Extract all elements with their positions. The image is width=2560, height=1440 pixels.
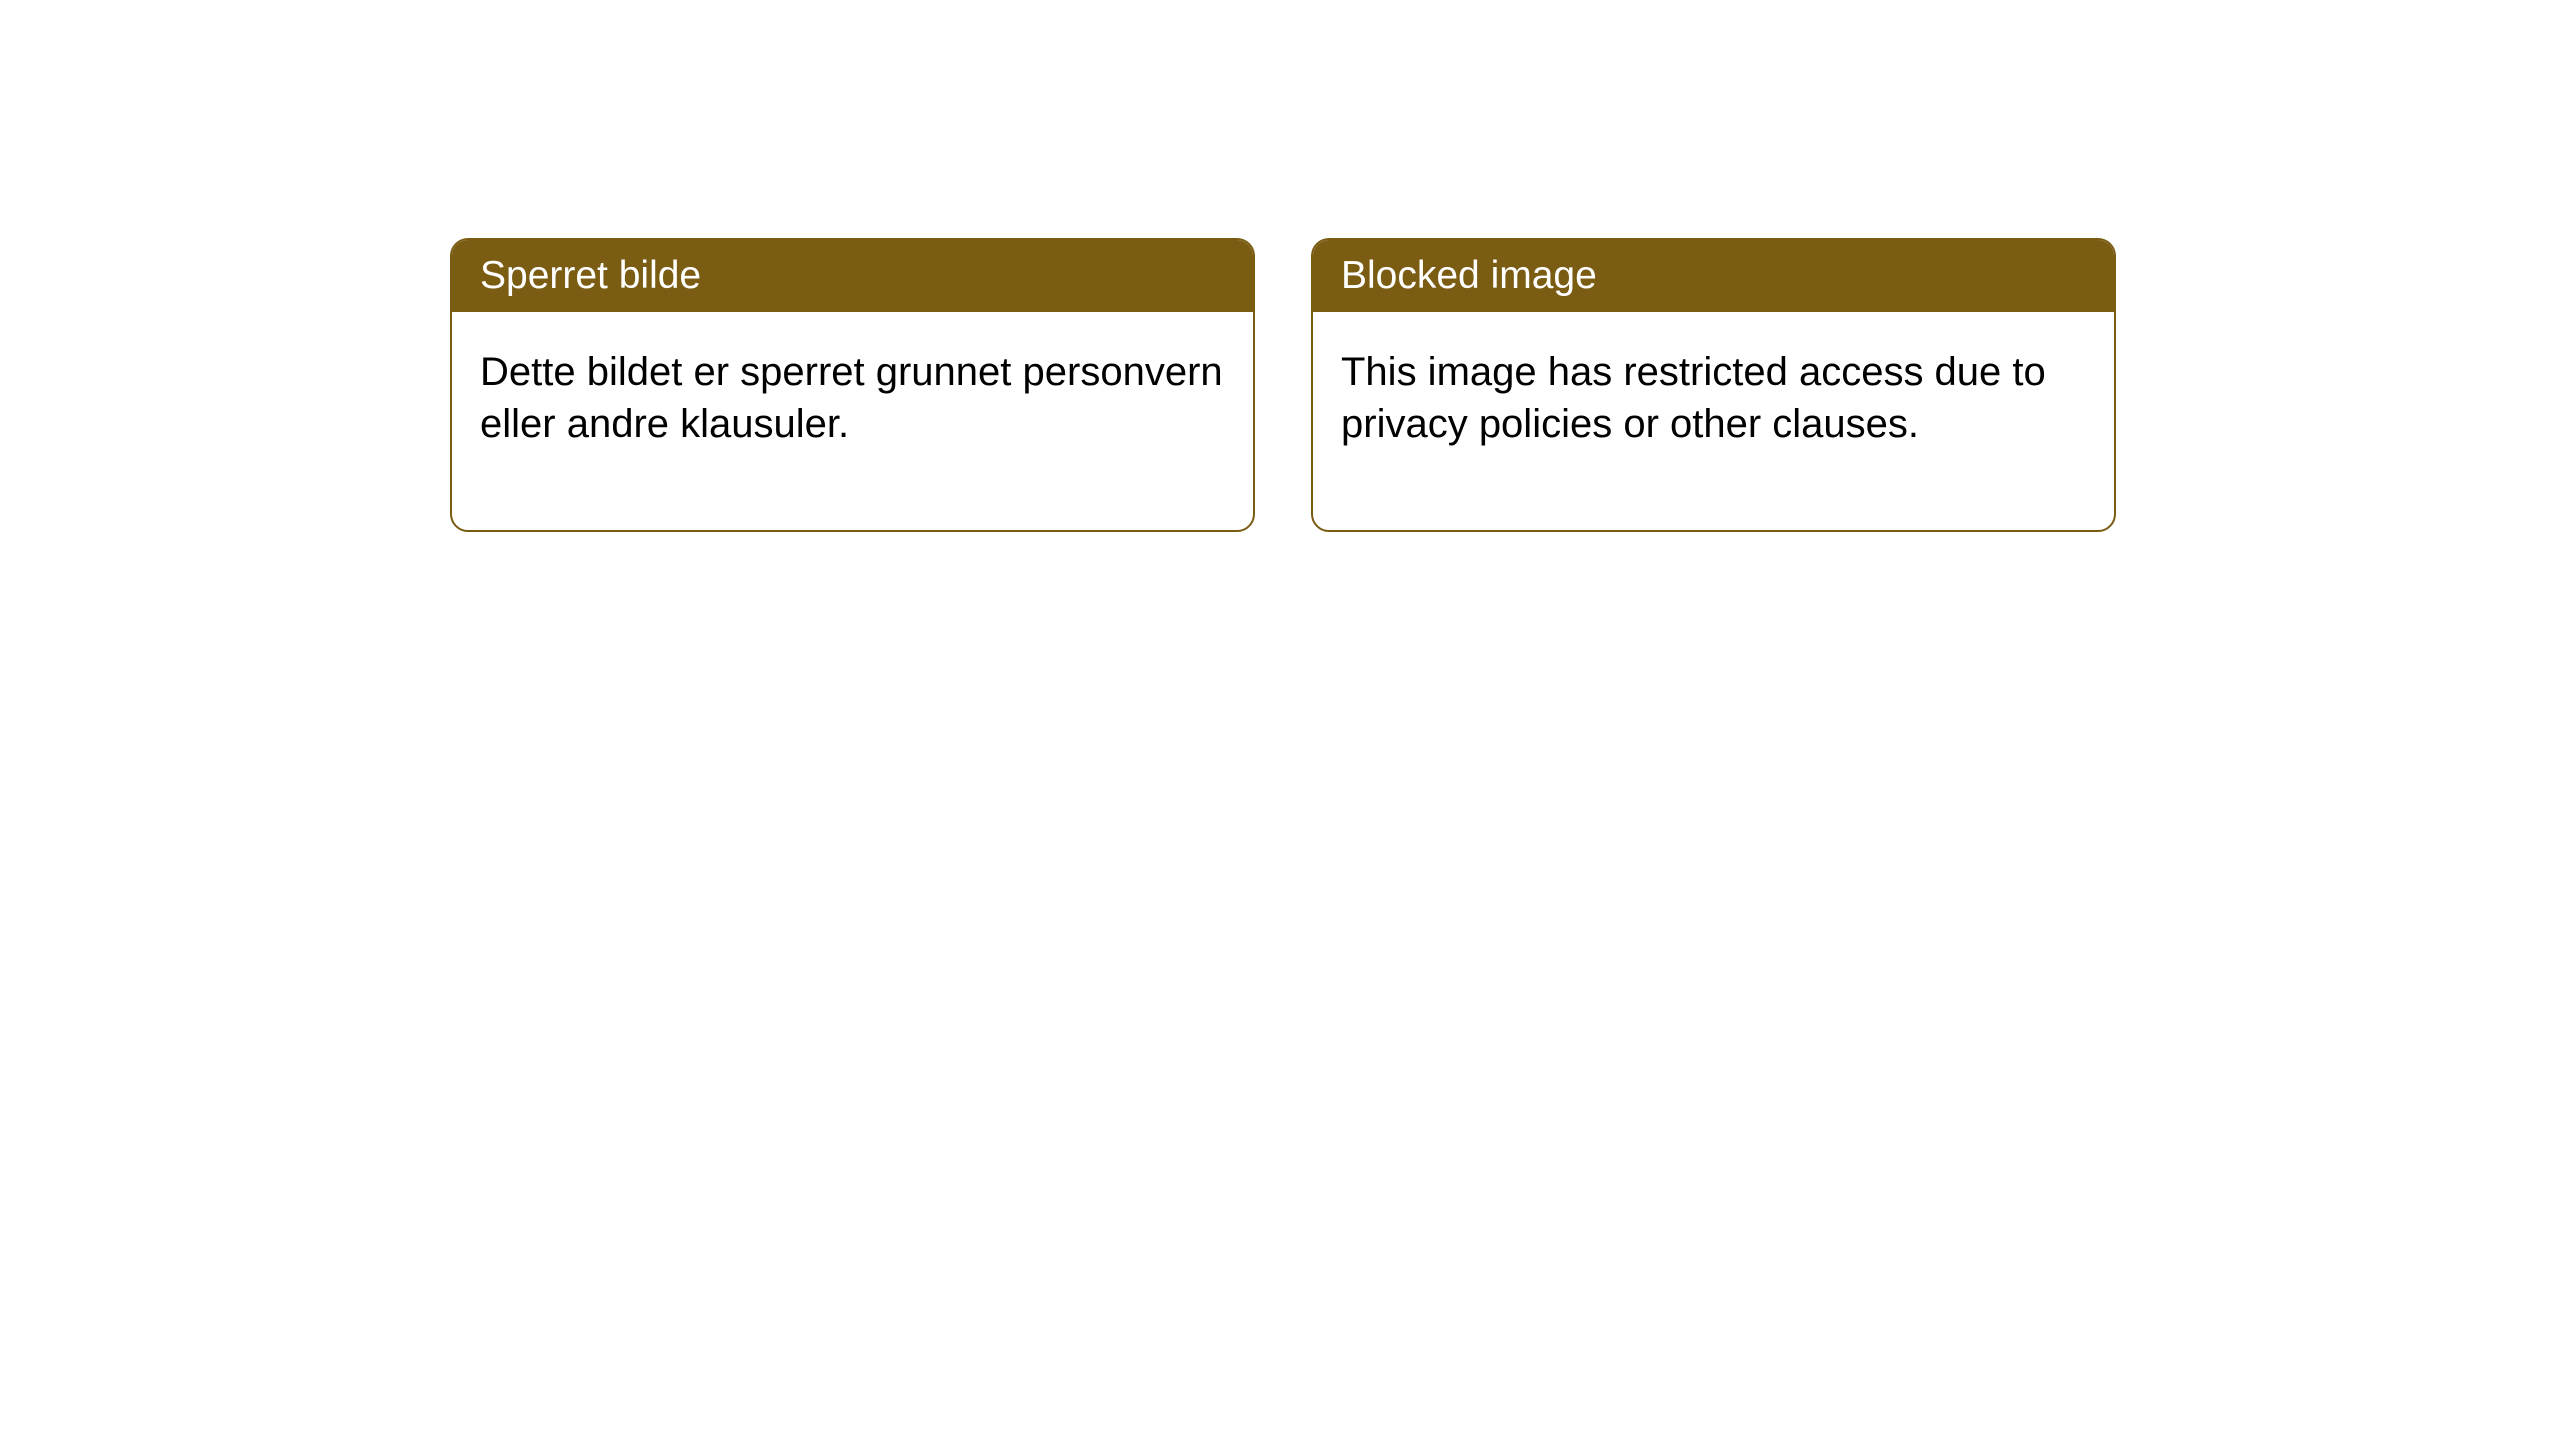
notice-header: Blocked image	[1313, 240, 2114, 312]
notice-title: Sperret bilde	[480, 254, 701, 297]
notice-box-norwegian: Sperret bilde Dette bildet er sperret gr…	[450, 238, 1255, 532]
notice-header: Sperret bilde	[452, 240, 1253, 312]
notice-container: Sperret bilde Dette bildet er sperret gr…	[450, 238, 2116, 532]
notice-title: Blocked image	[1341, 254, 1597, 297]
notice-text: This image has restricted access due to …	[1341, 350, 2046, 446]
notice-text: Dette bildet er sperret grunnet personve…	[480, 350, 1223, 446]
notice-body: This image has restricted access due to …	[1313, 312, 2114, 530]
notice-box-english: Blocked image This image has restricted …	[1311, 238, 2116, 532]
notice-body: Dette bildet er sperret grunnet personve…	[452, 312, 1253, 530]
